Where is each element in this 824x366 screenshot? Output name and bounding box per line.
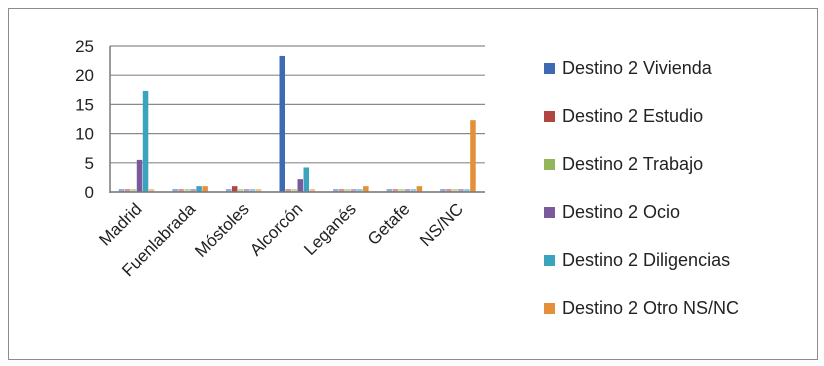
bar <box>297 179 303 192</box>
bar <box>249 189 256 192</box>
bar <box>446 189 452 192</box>
x-tick-label: NS/NC <box>416 199 467 250</box>
bar <box>279 55 285 192</box>
bar <box>184 189 190 192</box>
bar <box>148 189 155 192</box>
legend-swatch <box>544 159 555 170</box>
x-tick-label: Madrid <box>95 199 145 249</box>
y-tick-label: 15 <box>75 95 94 114</box>
bar <box>357 189 363 192</box>
y-tick-label: 0 <box>85 183 94 202</box>
bar <box>339 189 345 192</box>
bar <box>243 189 250 192</box>
x-tick-label: Leganés <box>300 199 360 259</box>
bar <box>124 189 131 192</box>
y-tick-label: 25 <box>75 37 94 56</box>
legend: Destino 2 Vivienda Destino 2 Estudio Desti… <box>544 58 739 318</box>
bar <box>285 189 291 192</box>
bar <box>172 189 178 192</box>
bar <box>333 189 339 192</box>
legend-swatch <box>544 63 555 74</box>
bar <box>303 167 309 192</box>
x-tick-label: Getafe <box>364 199 414 249</box>
bar <box>345 189 351 192</box>
bar <box>118 189 125 192</box>
bar <box>470 120 476 192</box>
x-tick-label: Alcorcón <box>246 199 306 259</box>
bar <box>392 189 399 192</box>
legend-swatch <box>544 255 555 266</box>
legend-label: Destino 2 Vivienda <box>562 58 713 78</box>
bar <box>291 189 297 192</box>
bars <box>118 55 476 192</box>
bar <box>196 186 202 192</box>
axes <box>109 46 485 193</box>
bar <box>386 189 393 192</box>
bar <box>398 189 405 192</box>
bar <box>178 189 184 192</box>
bar <box>410 189 417 192</box>
legend-label: Destino 2 Estudio <box>562 106 703 126</box>
bar <box>130 189 137 192</box>
gridlines <box>110 45 485 193</box>
bar <box>458 189 464 192</box>
bar <box>464 189 470 192</box>
y-tick-label: 10 <box>75 125 94 144</box>
y-axis-tick-labels: 0 5 10 15 20 25 <box>75 37 94 202</box>
legend-swatch <box>544 111 555 122</box>
x-axis-tick-labels: MadridFuenlabradaMóstolesAlcorcónLeganés… <box>95 199 467 280</box>
legend-swatch <box>544 207 555 218</box>
bar <box>190 189 196 192</box>
bar <box>136 159 143 192</box>
bar <box>225 189 232 192</box>
bar <box>452 189 458 192</box>
y-tick-label: 20 <box>75 66 94 85</box>
bar <box>231 186 238 192</box>
chart-frame: 0 5 10 15 20 25 Madrid Fuenlabrada Móstoles Alco… <box>8 8 818 360</box>
y-tick-label: 5 <box>85 154 94 173</box>
bar <box>255 189 262 192</box>
bar <box>309 189 315 192</box>
x-tick-label: Móstoles <box>191 199 253 261</box>
legend-label: Destino 2 Otro NS/NC <box>562 298 739 318</box>
legend-swatch <box>544 303 555 314</box>
legend-label: Destino 2 Trabajo <box>562 154 703 174</box>
bar <box>351 189 357 192</box>
bar-chart: 0 5 10 15 20 25 MadridFuenlabradaMóstolesAlco… <box>75 37 739 318</box>
legend-label: Destino 2 Diligencias <box>562 250 730 270</box>
bar <box>440 189 446 192</box>
bar <box>142 90 149 192</box>
bar <box>404 189 411 192</box>
bar <box>363 186 369 192</box>
legend-label: Destino 2 Ocio <box>562 202 680 222</box>
bar <box>416 186 423 192</box>
bar <box>202 186 208 192</box>
bar <box>237 189 244 192</box>
